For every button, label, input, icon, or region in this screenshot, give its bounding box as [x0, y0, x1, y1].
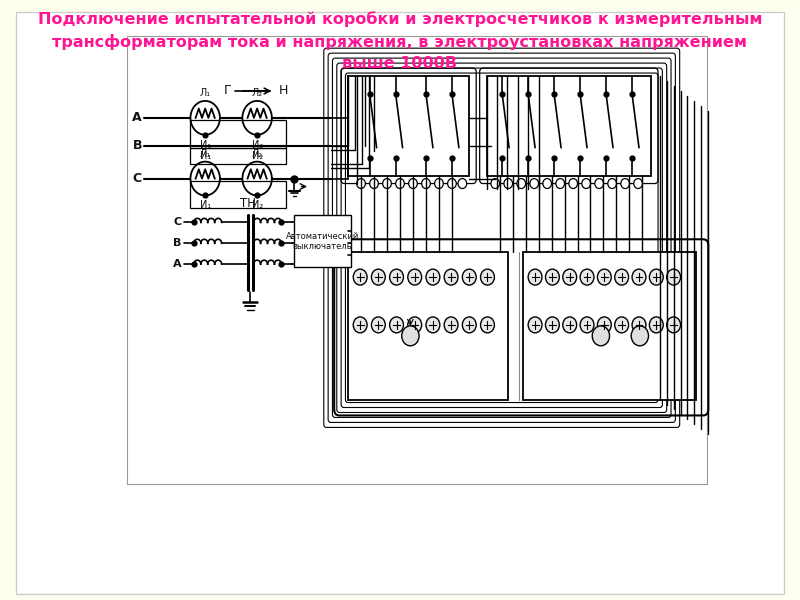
Text: ТН: ТН — [241, 197, 257, 211]
Text: И₂: И₂ — [251, 200, 262, 211]
Text: Л₂: Л₂ — [251, 149, 262, 158]
Circle shape — [462, 317, 476, 333]
Circle shape — [426, 317, 440, 333]
Circle shape — [569, 179, 578, 188]
Circle shape — [582, 179, 590, 188]
Circle shape — [444, 269, 458, 285]
Circle shape — [580, 269, 594, 285]
Circle shape — [402, 326, 419, 346]
Circle shape — [390, 269, 403, 285]
Circle shape — [357, 179, 366, 188]
Text: Л₂: Л₂ — [251, 88, 262, 98]
Circle shape — [666, 317, 681, 333]
Circle shape — [422, 179, 430, 188]
Circle shape — [608, 179, 617, 188]
Text: Автоматический
выключатель: Автоматический выключатель — [286, 232, 359, 251]
Circle shape — [517, 179, 526, 188]
Text: Л₁: Л₁ — [200, 88, 210, 98]
Text: Г: Г — [223, 85, 231, 97]
Circle shape — [546, 317, 559, 333]
Bar — [523, 252, 696, 400]
Circle shape — [426, 269, 440, 285]
Circle shape — [409, 179, 418, 188]
Circle shape — [546, 269, 559, 285]
Circle shape — [396, 179, 404, 188]
Circle shape — [370, 179, 378, 188]
Circle shape — [434, 179, 443, 188]
FancyBboxPatch shape — [334, 239, 708, 415]
Bar — [190, 148, 286, 164]
Bar — [127, 36, 707, 484]
Circle shape — [634, 179, 642, 188]
Text: А: А — [132, 112, 142, 124]
Circle shape — [382, 179, 391, 188]
Circle shape — [562, 269, 577, 285]
Text: С: С — [133, 172, 142, 185]
Circle shape — [595, 179, 603, 188]
Circle shape — [598, 269, 611, 285]
Circle shape — [458, 179, 466, 188]
Circle shape — [462, 269, 476, 285]
Circle shape — [580, 317, 594, 333]
Circle shape — [444, 317, 458, 333]
Circle shape — [491, 179, 499, 188]
Text: С: С — [174, 217, 182, 227]
Circle shape — [408, 269, 422, 285]
Circle shape — [562, 317, 577, 333]
Circle shape — [621, 179, 630, 188]
Text: И₂: И₂ — [251, 151, 262, 161]
Circle shape — [528, 269, 542, 285]
Text: И₂: И₂ — [251, 140, 262, 150]
Circle shape — [650, 269, 663, 285]
Text: И₁: И₁ — [199, 151, 210, 161]
Text: Н: Н — [278, 85, 288, 97]
Text: И₁: И₁ — [199, 200, 210, 211]
Circle shape — [632, 317, 646, 333]
Circle shape — [504, 179, 513, 188]
Text: В: В — [174, 238, 182, 248]
Circle shape — [556, 179, 565, 188]
Circle shape — [614, 317, 629, 333]
Bar — [190, 120, 286, 148]
Text: Л₁: Л₁ — [200, 149, 210, 158]
Circle shape — [614, 269, 629, 285]
Bar — [348, 76, 470, 176]
Circle shape — [528, 317, 542, 333]
Circle shape — [390, 317, 403, 333]
Circle shape — [481, 317, 494, 333]
Bar — [486, 76, 651, 176]
Circle shape — [448, 179, 456, 188]
Circle shape — [408, 317, 422, 333]
Bar — [294, 215, 350, 267]
Circle shape — [666, 269, 681, 285]
Circle shape — [598, 317, 611, 333]
Circle shape — [592, 326, 610, 346]
Circle shape — [354, 317, 367, 333]
Text: А: А — [173, 259, 182, 269]
Circle shape — [371, 317, 386, 333]
Text: И₁: И₁ — [199, 140, 210, 150]
Text: В: В — [133, 139, 142, 152]
Circle shape — [481, 269, 494, 285]
Circle shape — [543, 179, 551, 188]
Circle shape — [530, 179, 538, 188]
Circle shape — [650, 317, 663, 333]
Circle shape — [631, 326, 649, 346]
Bar — [190, 181, 286, 208]
Circle shape — [354, 269, 367, 285]
Bar — [348, 252, 508, 400]
Circle shape — [632, 269, 646, 285]
Circle shape — [371, 269, 386, 285]
Text: Подключение испытательной коробки и электросчетчиков к измерительным
трансформат: Подключение испытательной коробки и элек… — [38, 11, 762, 71]
